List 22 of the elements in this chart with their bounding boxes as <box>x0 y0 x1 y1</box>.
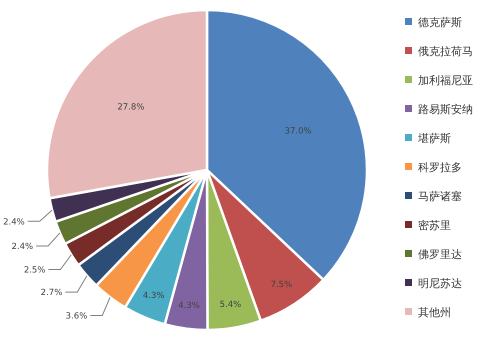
data-label: 37.0% <box>284 126 312 137</box>
data-label: 2.4% <box>12 242 34 252</box>
data-label: 27.8% <box>117 102 144 112</box>
data-label: 3.6% <box>66 311 88 322</box>
legend-label: 科罗拉多 <box>418 161 462 174</box>
legend-label: 加利福尼亚 <box>418 74 473 87</box>
legend-label: 佛罗里达 <box>418 248 462 261</box>
legend-label: 堪萨斯 <box>417 132 451 145</box>
legend-label: 马萨诸塞 <box>418 190 462 203</box>
legend-label: 明尼苏达 <box>418 277 462 290</box>
data-label: 2.5% <box>24 266 46 276</box>
legend-label: 其他州 <box>418 306 451 319</box>
data-label: 2.7% <box>40 288 62 298</box>
legend-label: 德克萨斯 <box>418 16 462 29</box>
data-label: 7.5% <box>270 280 292 290</box>
legend-label: 路易斯安纳 <box>418 103 473 116</box>
data-label: 4.3% <box>142 291 165 302</box>
data-label: 5.4% <box>220 300 242 310</box>
legend-label: 密苏里 <box>418 219 451 232</box>
data-label: 2.4% <box>3 217 25 228</box>
legend-label: 俄克拉荷马 <box>418 45 473 58</box>
data-label: 4.3% <box>178 300 200 311</box>
